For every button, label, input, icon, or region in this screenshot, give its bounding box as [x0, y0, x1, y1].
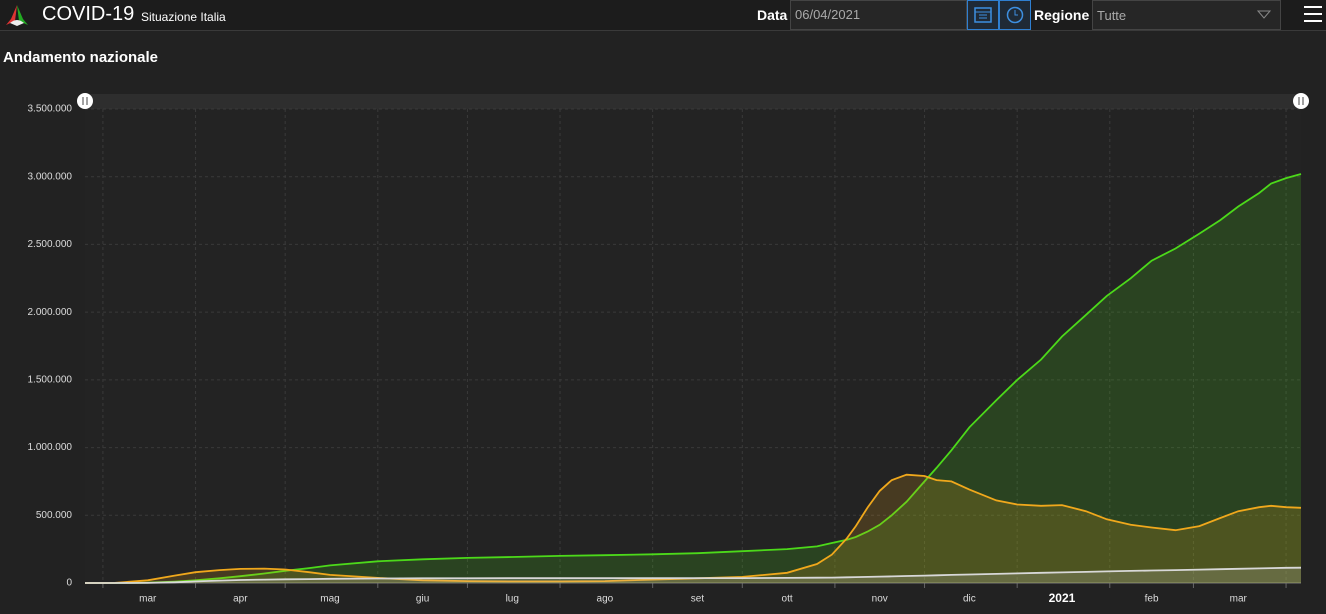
app-title: COVID-19 [42, 3, 135, 25]
x-tick-label: lug [506, 594, 519, 605]
range-slider [85, 94, 1301, 109]
plot-background [85, 109, 1301, 583]
y-tick-label: 3.500.000 [28, 104, 73, 115]
y-tick-label: 0 [66, 578, 72, 589]
y-tick-label: 3.000.000 [28, 171, 73, 182]
calendar-icon [974, 7, 992, 23]
y-tick-label: 500.000 [36, 510, 73, 521]
menu-button[interactable] [1303, 4, 1323, 24]
y-tick-label: 1.500.000 [28, 374, 73, 385]
plot-area: 0 500.000 1.000.000 1.500.000 2.000.000 2.500… [28, 104, 1302, 605]
x-tick-label: apr [233, 594, 248, 605]
x-tick-label: mar [1230, 594, 1248, 605]
series-area [85, 174, 1301, 583]
region-label: Regione [1034, 7, 1090, 23]
region-select[interactable]: Tutte [1092, 0, 1281, 30]
app-logo [6, 5, 28, 26]
x-tick-label: feb [1145, 594, 1159, 605]
series-line [85, 173, 1302, 584]
app-subtitle: Situazione Italia [141, 10, 226, 24]
y-tick-label: 1.000.000 [28, 442, 73, 453]
calendar-button[interactable] [967, 0, 999, 30]
date-label: Data [757, 7, 788, 23]
x-tick-label: ago [597, 594, 614, 605]
x-tick-label: ott [782, 594, 793, 605]
header-bar: COVID-19 Situazione Italia Data 06/04/20… [0, 0, 1326, 31]
date-value: 06/04/2021 [795, 7, 861, 22]
section-title: Andamento nazionale [3, 49, 159, 66]
slider-handles [77, 93, 1309, 109]
x-tick-label: 2021 [1049, 591, 1076, 605]
x-tick-label: dic [963, 594, 976, 605]
region-value: Tutte [1097, 8, 1127, 23]
clock-button[interactable] [999, 0, 1031, 30]
series-area [85, 567, 1301, 583]
date-input[interactable]: 06/04/2021 [790, 0, 967, 30]
series-line [85, 566, 1302, 584]
y-tick-label: 2.500.000 [28, 239, 73, 250]
dropdown-arrow [1257, 10, 1271, 19]
series-line [84, 473, 1302, 584]
x-tick-label: set [691, 594, 705, 605]
series-area [85, 474, 1301, 583]
x-tick-label: nov [872, 594, 888, 605]
x-tick-label: mag [320, 594, 339, 605]
y-tick-label: 2.000.000 [28, 307, 73, 318]
clock-icon [1006, 6, 1024, 24]
x-tick-label: mar [139, 594, 157, 605]
x-tick-label: giu [416, 594, 429, 605]
